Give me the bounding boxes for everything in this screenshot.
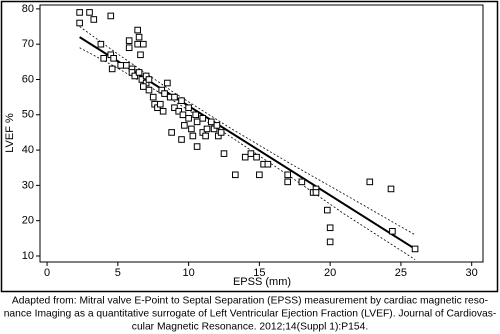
data-point	[137, 51, 144, 59]
data-point	[185, 104, 192, 112]
data-point	[264, 160, 272, 168]
data-point	[134, 40, 141, 48]
data-point	[117, 62, 124, 69]
data-point	[179, 111, 187, 119]
y-tick-label: 10	[22, 250, 34, 262]
y-tick-label: 20	[22, 215, 34, 227]
data-point	[125, 37, 133, 44]
y-tick-label: 60	[22, 73, 34, 85]
data-point	[217, 129, 225, 136]
data-point	[241, 153, 249, 161]
data-point	[110, 55, 117, 62]
data-point	[324, 206, 331, 214]
x-tick-label: 20	[324, 267, 336, 279]
caption-line: cular Magnetic Resonance. 2012;14(Suppl …	[132, 322, 368, 333]
plot-frame	[39, 4, 484, 263]
data-point	[189, 132, 197, 140]
x-tick-label: 0	[44, 267, 50, 279]
data-point	[326, 224, 334, 232]
x-axis-label: EPSS (mm)	[233, 276, 291, 288]
data-point	[76, 19, 83, 27]
data-point	[411, 245, 419, 253]
data-point	[145, 86, 153, 94]
confidence-band	[79, 47, 416, 260]
x-tick-label: 30	[466, 267, 478, 279]
data-point	[131, 72, 139, 80]
data-point	[161, 90, 168, 97]
y-tick-label: 30	[22, 179, 34, 191]
y-tick-label: 40	[22, 144, 34, 156]
data-point	[188, 125, 195, 133]
data-point	[76, 9, 83, 16]
data-point	[389, 227, 396, 235]
regression-line	[79, 36, 416, 250]
data-point	[86, 9, 93, 16]
data-point	[312, 189, 320, 196]
y-axis-label: LVEF %	[4, 113, 16, 153]
data-point	[149, 93, 157, 101]
data-point	[387, 185, 395, 193]
caption-line: Adapted from: Mitral valve E-Point to Se…	[12, 296, 488, 307]
data-point	[213, 122, 221, 129]
data-point	[298, 178, 306, 186]
data-point	[193, 143, 201, 150]
data-point	[157, 100, 164, 108]
x-tick-label: 10	[182, 267, 194, 279]
data-point	[253, 153, 260, 161]
data-point	[123, 62, 130, 69]
chart-border	[0, 0, 499, 293]
data-point	[178, 97, 185, 104]
data-point	[178, 136, 185, 143]
x-tick-label: 15	[253, 267, 265, 279]
data-point	[181, 122, 188, 129]
data-point	[168, 129, 175, 136]
data-point	[175, 107, 183, 115]
data-point	[232, 171, 239, 179]
caption-line: nance Imaging as a quantitative surrogat…	[4, 309, 497, 320]
data-point	[90, 16, 98, 23]
data-point	[202, 132, 209, 140]
data-point	[284, 171, 291, 179]
data-point	[193, 118, 201, 126]
data-point	[284, 178, 291, 186]
y-tick-label: 50	[22, 109, 34, 121]
data-point	[199, 115, 207, 122]
y-tick-label: 70	[22, 38, 34, 50]
data-point	[135, 69, 143, 76]
data-point	[185, 115, 192, 122]
data-point	[107, 12, 115, 20]
data-point	[97, 40, 105, 48]
data-point	[100, 55, 107, 62]
data-point	[140, 40, 147, 48]
confidence-band	[79, 26, 416, 236]
data-point	[203, 125, 211, 133]
data-point	[145, 76, 153, 83]
data-point	[135, 33, 143, 41]
data-point	[171, 104, 178, 112]
data-point	[134, 26, 141, 34]
data-point	[138, 76, 146, 83]
data-point	[171, 93, 178, 101]
data-point	[192, 111, 199, 119]
data-point	[207, 118, 215, 126]
data-point	[164, 79, 171, 87]
data-point	[366, 178, 374, 186]
data-point	[247, 150, 255, 157]
x-tick-label: 5	[115, 267, 121, 279]
y-tick-label: 80	[22, 3, 34, 15]
data-point	[140, 83, 147, 90]
data-point	[326, 238, 334, 246]
data-point	[220, 150, 228, 157]
data-point	[108, 65, 116, 73]
x-tick-label: 25	[395, 267, 407, 279]
data-point	[159, 107, 167, 115]
data-point	[125, 44, 133, 52]
data-point	[256, 171, 263, 179]
